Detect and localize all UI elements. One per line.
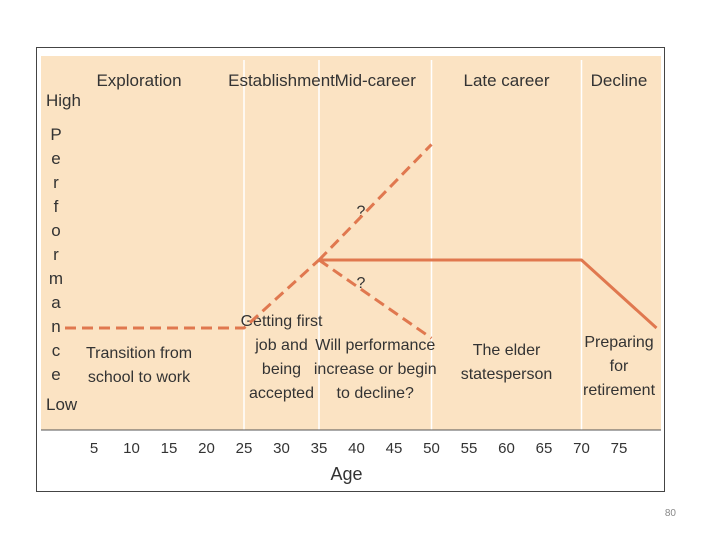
performance-line-dashed: [318, 258, 433, 340]
x-tick-label: 55: [461, 440, 478, 457]
x-tick-label: 30: [273, 440, 290, 457]
y-high-label: High: [46, 91, 81, 110]
stage-description-line: Getting first: [241, 313, 323, 330]
y-low-label: Low: [46, 395, 78, 414]
y-axis-title-letter: m: [49, 269, 63, 288]
x-axis-title: Age: [330, 464, 362, 484]
career-stages-chart: 5 10 15 20 25 30 35 40 45 50 55 60 65 70 75 Age High Low P…: [41, 56, 661, 484]
question-mark-annotation: ?: [357, 275, 366, 292]
question-mark-annotation: ?: [357, 203, 366, 220]
stage-label: Exploration: [96, 71, 181, 90]
x-tick-label: 45: [386, 440, 403, 457]
page-number: 80: [664, 508, 676, 519]
stage-description-line: Will performance: [315, 337, 435, 354]
stage-description-line: school to work: [88, 369, 191, 386]
stage-label: Late career: [464, 71, 550, 90]
stage-description-line: Preparing: [584, 334, 653, 351]
stage-description-line: job and: [254, 337, 308, 354]
stage-description-line: for: [610, 358, 629, 375]
stage-label: Establishment: [228, 71, 335, 90]
x-tick-label: 70: [573, 440, 590, 457]
stage-description-line: The elder: [473, 342, 541, 359]
y-axis-title-letter: r: [53, 245, 59, 264]
x-tick-label: 60: [498, 440, 515, 457]
y-axis-title-letter: e: [51, 149, 60, 168]
chart-frame: 5 10 15 20 25 30 35 40 45 50 55 60 65 70 75 Age High Low P…: [36, 47, 665, 492]
performance-line-solid: [319, 258, 658, 330]
performance-line-dashed: [317, 143, 433, 262]
stage-description-line: to decline?: [337, 385, 414, 402]
x-tick-label: 5: [90, 440, 98, 457]
stage-description-line: accepted: [249, 385, 314, 402]
stage-label: Decline: [591, 71, 648, 90]
stage-description-line: statesperson: [461, 366, 553, 383]
stage-description-line: Transition from: [86, 345, 192, 362]
x-tick-label: 35: [311, 440, 328, 457]
y-axis-title-letter: e: [51, 365, 60, 384]
x-tick-label: 40: [348, 440, 365, 457]
y-axis-title-letter: c: [52, 341, 61, 360]
x-tick-label: 25: [236, 440, 253, 457]
x-tick-label: 10: [123, 440, 140, 457]
stage-description-line: being: [262, 361, 301, 378]
x-tick-label: 20: [198, 440, 215, 457]
x-tick-label: 50: [423, 440, 440, 457]
performance-line-dashed: [65, 258, 321, 330]
x-tick-label: 75: [611, 440, 628, 457]
y-axis-title-letter: o: [51, 221, 60, 240]
y-axis-title-letter: r: [53, 173, 59, 192]
x-tick-label: 65: [536, 440, 553, 457]
stage-description-line: increase or begin: [314, 361, 437, 378]
x-tick-label: 15: [161, 440, 178, 457]
y-axis-title-letter: P: [50, 125, 61, 144]
y-axis-title-letter: a: [51, 293, 61, 312]
stage-description-line: retirement: [583, 382, 656, 399]
y-axis-title-letter: f: [54, 197, 59, 216]
y-axis-title-letter: n: [51, 317, 60, 336]
stage-label: Mid-career: [335, 71, 417, 90]
plot-background: [41, 56, 661, 430]
